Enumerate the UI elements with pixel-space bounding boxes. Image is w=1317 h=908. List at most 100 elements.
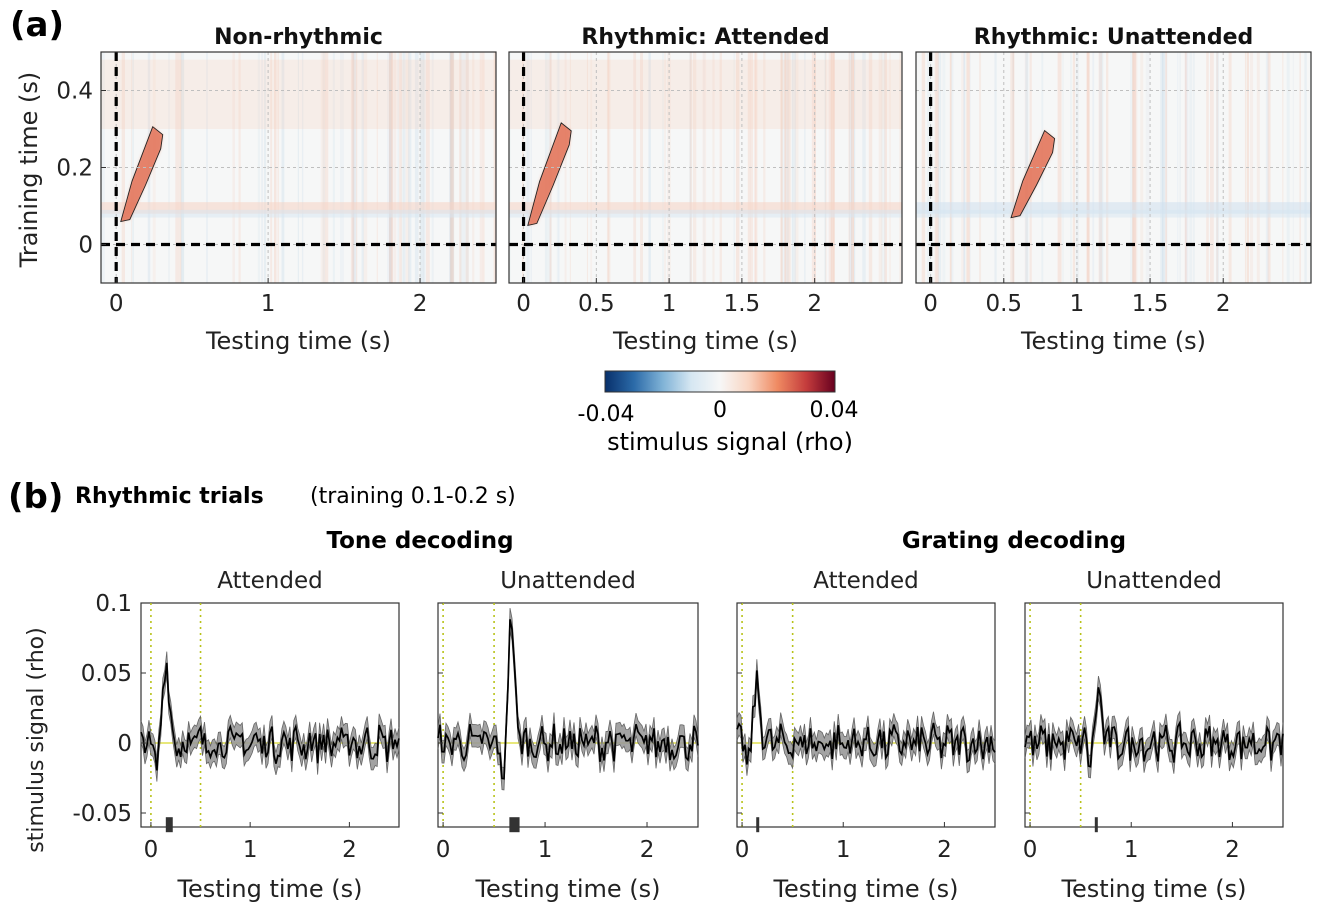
heatmap-streak [787,52,791,283]
heatmap-streak [1250,52,1254,283]
heatmap-streak [494,52,496,283]
colorbar-min-label: -0.04 [578,402,635,427]
mean-trace [736,670,996,765]
heatmap-streak [1145,52,1150,283]
x-tick-label: 2 [807,291,822,317]
heatmap-band [101,202,496,214]
heatmap-streak [793,52,796,283]
heatmap-streak [606,52,611,283]
heatmap-streak [1160,52,1164,283]
x-tick-label: 0 [109,291,124,317]
heatmap-streak [849,52,853,283]
heatmap-rhythmic-attended: 0 0.5 1 1.5 2 Rhythmic: Attended Testing time … [508,25,903,355]
heatmap-streak [966,52,970,283]
x-tick-label: 1 [836,837,851,863]
heatmap-streak [878,52,883,283]
heatmap-non-rhythmic: 0 1 2 0 0.2 0.4 Non-rhythmic Testing time (s) Tr… [15,25,497,355]
lineplot-xlabel: Testing time (s) [772,875,958,903]
heatmap-streak [1098,52,1103,283]
x-tick-label: 0 [436,837,451,863]
heatmap-streak [277,52,279,283]
x-tick-label: 2 [640,837,655,863]
heatmap-cluster-fill [527,122,572,226]
heatmap-streak [451,52,455,283]
heatmap-xlabel: Testing time (s) [1020,327,1206,355]
y-tick-label: 0.2 [56,156,93,182]
x-tick-label: 1 [538,837,553,863]
lineplot-title: Unattended [1086,568,1222,594]
heatmap-streak [1185,52,1187,283]
group-title-tone: Tone decoding [326,528,513,554]
heatmap-band [101,209,496,218]
heatmap-streak [301,52,304,283]
x-tick-label: 0 [923,291,938,317]
heatmap-streak [1189,52,1193,283]
heatmap-streak [1184,52,1188,283]
heatmap-streak [206,52,208,283]
lineplot-xlabel: Testing time (s) [474,875,660,903]
heatmap-band [509,202,902,214]
heatmap-cluster-contour [1010,129,1056,219]
x-tick-label: 0 [735,837,750,863]
heatmap-streak [403,52,406,283]
heatmap-streak [1099,52,1104,283]
heatmap-streak [1265,52,1269,283]
heatmap-streak [1057,52,1062,283]
lineplot-grating-unattended: 0 1 2 Unattended Testing time (s) [1023,568,1284,903]
significance-bar [1094,817,1098,833]
heatmap-streak [825,52,827,283]
heatmap-streak [949,52,952,283]
lineplot-frame [437,602,699,828]
lineplot-frame [1024,602,1284,828]
significance-bar [165,817,173,833]
heatmap-streak [1304,52,1307,283]
heatmap-ylabel: Training time (s) [15,72,43,268]
heatmap-streak [950,52,952,283]
heatmap-streak [393,52,397,283]
heatmap-streak [386,52,391,283]
x-tick-label: 1.5 [1132,291,1169,317]
heatmap-title: Rhythmic: Unattended [974,25,1254,50]
x-tick-label: 2 [1216,291,1231,317]
heatmap-streak [1140,52,1144,283]
lineplot-frame [140,602,400,828]
lineplot-title: Unattended [500,568,636,594]
heatmap-streak [459,52,462,283]
x-tick-label: 0 [144,837,159,863]
heatmap-streak [481,52,485,283]
heatmap-title: Non-rhythmic [214,25,383,50]
heatmap-xlabel: Testing time (s) [612,327,798,355]
heatmap-streak [781,52,785,283]
heatmap-streak [397,52,399,283]
heatmap-streak [1086,52,1090,283]
x-tick-label: 1 [1124,837,1139,863]
heatmap-streak [1267,52,1271,283]
heatmap-streak [391,52,394,283]
heatmap-streak [320,52,324,283]
heatmap-streak [121,52,125,283]
heatmap-streak [1244,52,1247,283]
heatmap-streak [175,52,180,283]
heatmap-streak [829,52,833,283]
y-tick-label: 0 [117,731,132,757]
heatmap-streak [889,52,891,283]
heatmap-streak [261,52,264,283]
heatmap-streak [450,52,455,283]
heatmap-cluster-fill [120,126,163,222]
heatmap-frame [508,51,903,284]
mean-trace [437,619,699,780]
panel-a-label: (a) [10,5,64,45]
x-tick-label: 0 [516,291,531,317]
heatmap-streak [937,52,942,283]
mean-trace [140,662,400,771]
heatmap-cluster-fill [1011,130,1055,218]
heatmap-title: Rhythmic: Attended [581,25,829,50]
heatmap-band [916,202,1311,214]
lineplot-title: Attended [217,568,322,594]
heatmap-xlabel: Testing time (s) [205,327,391,355]
heatmap-streak [1133,52,1138,283]
lineplot-tone-unattended: 0 1 2 Unattended Testing time (s) [436,568,699,903]
lineplot-xlabel: Testing time (s) [1060,875,1246,903]
x-tick-label: 1 [662,291,677,317]
heatmap-streak [661,52,665,283]
